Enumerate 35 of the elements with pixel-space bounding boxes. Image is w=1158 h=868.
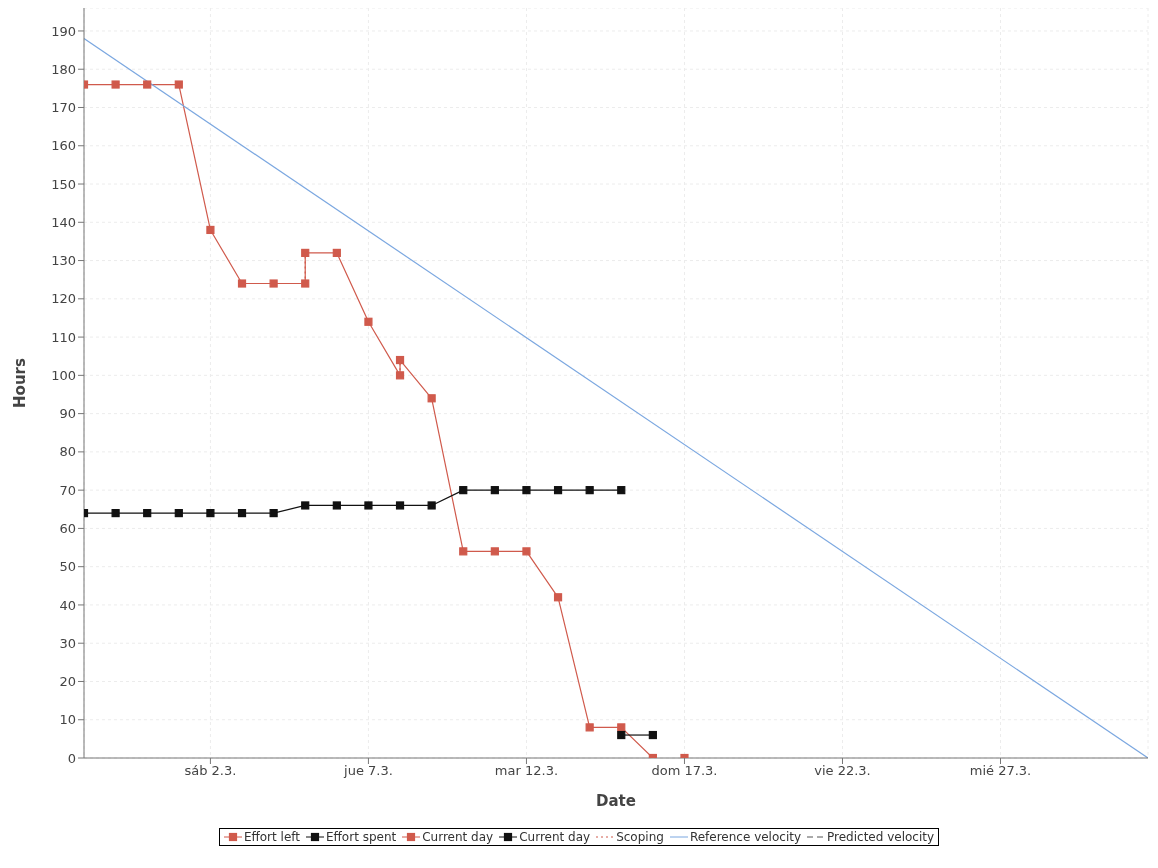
x-tick-label: sáb 2.3. [184,763,237,779]
y-axis-title: Hours [11,358,30,408]
y-tick-label: 80 [59,444,76,460]
legend-label: Effort left [243,830,300,844]
y-tick-label: 150 [51,176,76,192]
legend-label: Effort spent [326,830,397,844]
y-tick-label: 180 [51,61,76,77]
y-tick-label: 90 [59,406,76,422]
y-tick-label: 10 [59,712,76,728]
y-tick-label: 130 [51,253,76,269]
y-tick-label: 190 [51,23,76,39]
y-tick-label: 170 [51,100,76,116]
y-tick-label: 0 [67,750,76,766]
y-tick-label: 40 [59,597,76,613]
legend-label: Reference velocity [689,830,802,844]
y-tick-label: 100 [51,367,76,383]
x-tick-label: jue 7.3. [343,763,393,779]
y-tick-label: 30 [59,635,76,651]
legend-label: Predicted velocity [827,830,935,844]
x-axis-title: Date [596,792,636,810]
y-tick-label: 50 [59,559,76,575]
legend-label: Current day [422,830,494,844]
y-tick-label: 160 [51,138,76,154]
y-tick-label: 110 [51,329,76,345]
y-tick-label: 140 [51,214,76,230]
legend-label: Current day [519,830,591,844]
y-tick-label: 60 [59,521,76,537]
x-tick-label: mié 27.3. [969,763,1032,779]
y-tick-label: 70 [59,482,76,498]
x-tick-label: mar 12.3. [494,763,559,779]
legend-label: Scoping [616,830,664,844]
y-tick-label: 20 [59,674,76,690]
x-tick-label: dom 17.3. [651,763,718,779]
x-tick-label: vie 22.3. [814,763,871,779]
y-tick-label: 120 [51,291,76,307]
